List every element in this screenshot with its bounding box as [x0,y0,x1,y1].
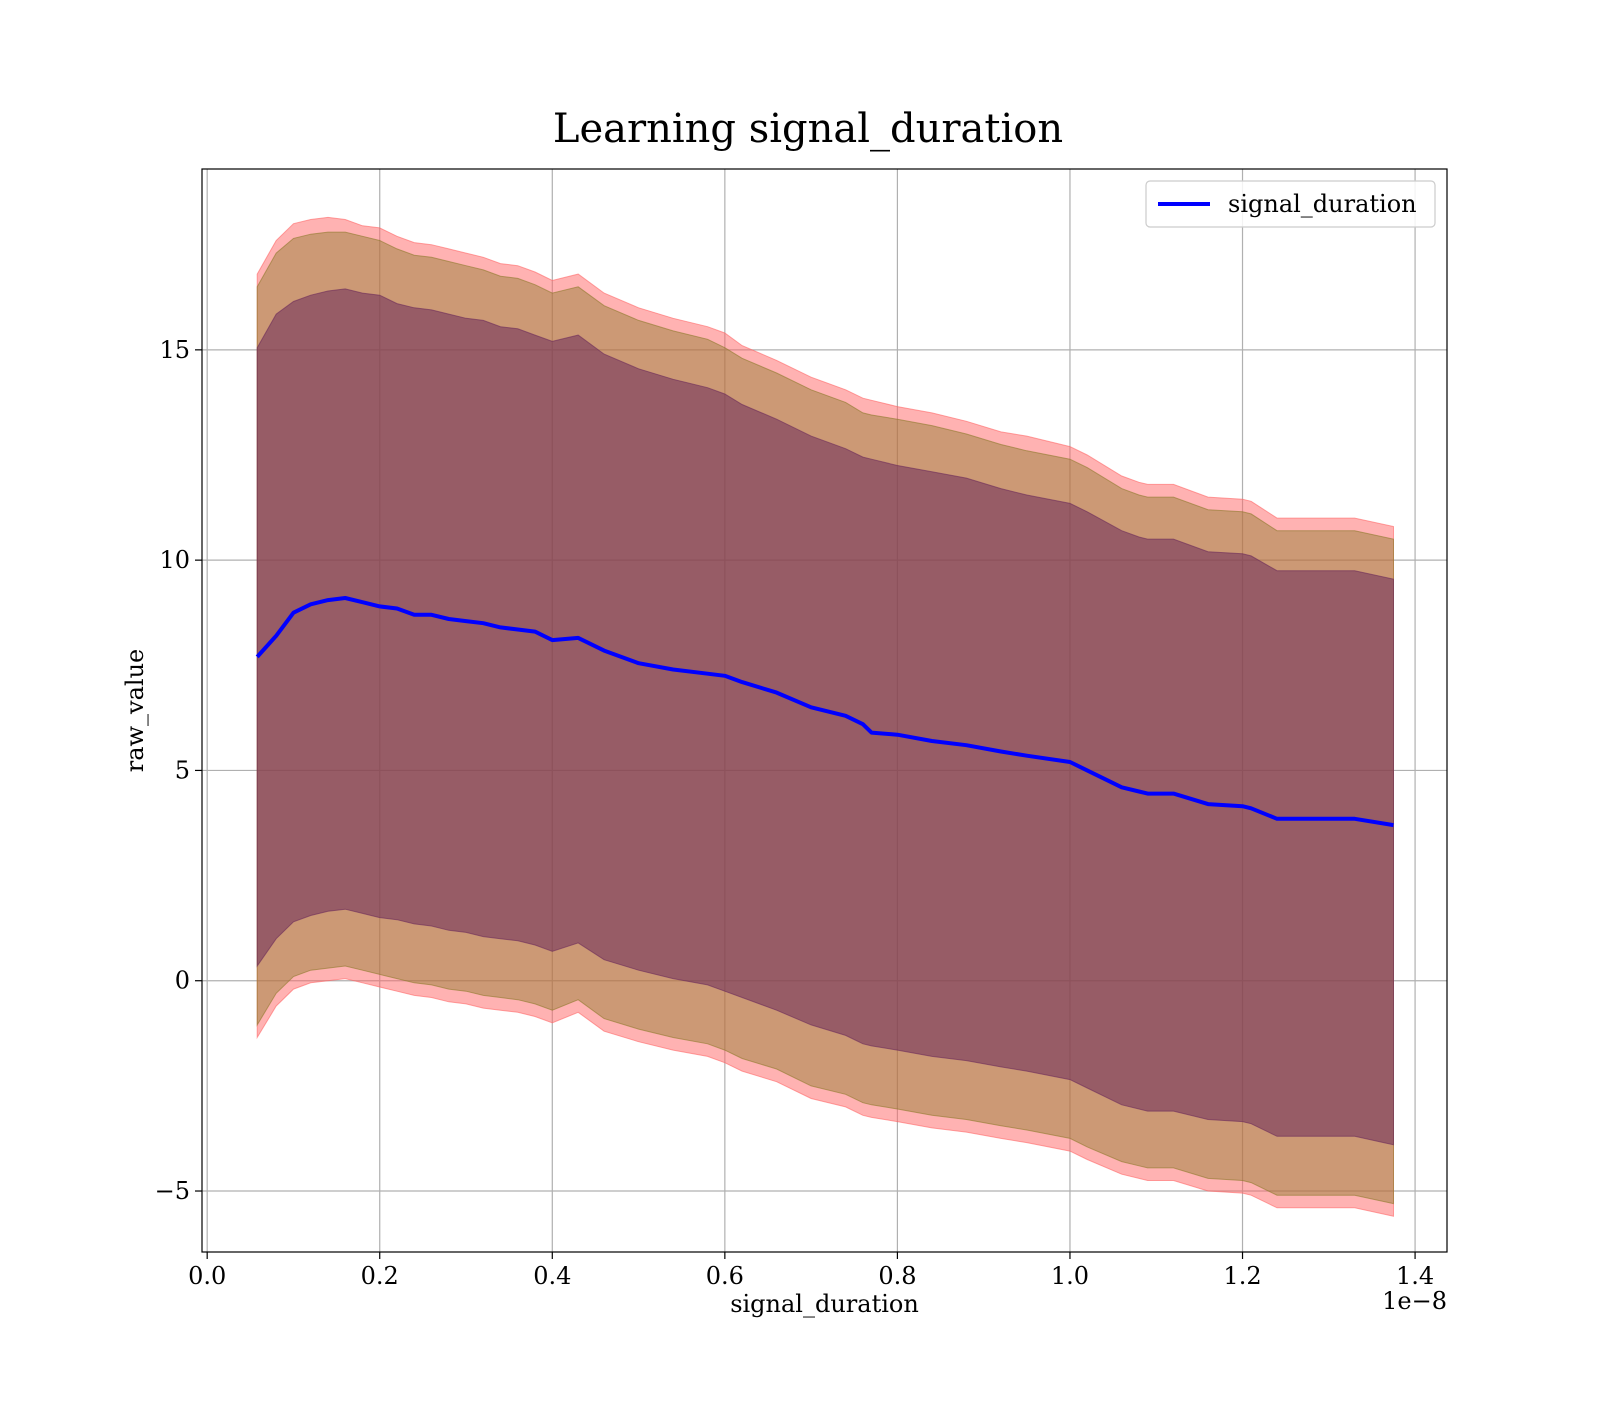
x-axis: 0.0 0.2 0.4 0.6 0.8 1.0 1.2 1.4 [188,1252,1434,1290]
x-axis-label: signal_duration [730,1290,919,1318]
series-line-signal-duration [255,596,1394,828]
band-layer [256,216,1394,1217]
plot-frame [201,168,1448,1253]
y-tick-label-3: 10 [159,546,190,574]
x-tick-label-2: 0.4 [533,1262,571,1290]
legend-label-signal-duration: signal_duration [1228,190,1417,218]
legend: signal_duration [1145,180,1436,228]
x-axis-offset-text: 1e−8 [1382,1287,1447,1315]
x-tick-label-4: 0.8 [878,1262,916,1290]
x-tick-label-0: 0.0 [188,1262,226,1290]
y-axis-label: raw_value [121,649,149,773]
y-tick-label-4: 15 [159,336,190,364]
y-axis: −5 0 5 10 15 [155,336,202,1205]
std-band-3 [256,288,1394,1146]
x-tick-label-1: 0.2 [361,1262,399,1290]
y-tick-label-1: 0 [175,967,190,995]
legend-box [1145,180,1436,228]
x-tick-label-7: 1.4 [1396,1262,1434,1290]
x-tick-label-3: 0.6 [706,1262,744,1290]
x-tick-label-6: 1.2 [1223,1262,1261,1290]
line-layer [255,596,1394,828]
y-tick-label-0: −5 [155,1177,190,1205]
y-tick-label-2: 5 [175,756,190,784]
chart-title: Learning signal_duration [553,106,1063,152]
x-tick-label-5: 1.0 [1051,1262,1089,1290]
